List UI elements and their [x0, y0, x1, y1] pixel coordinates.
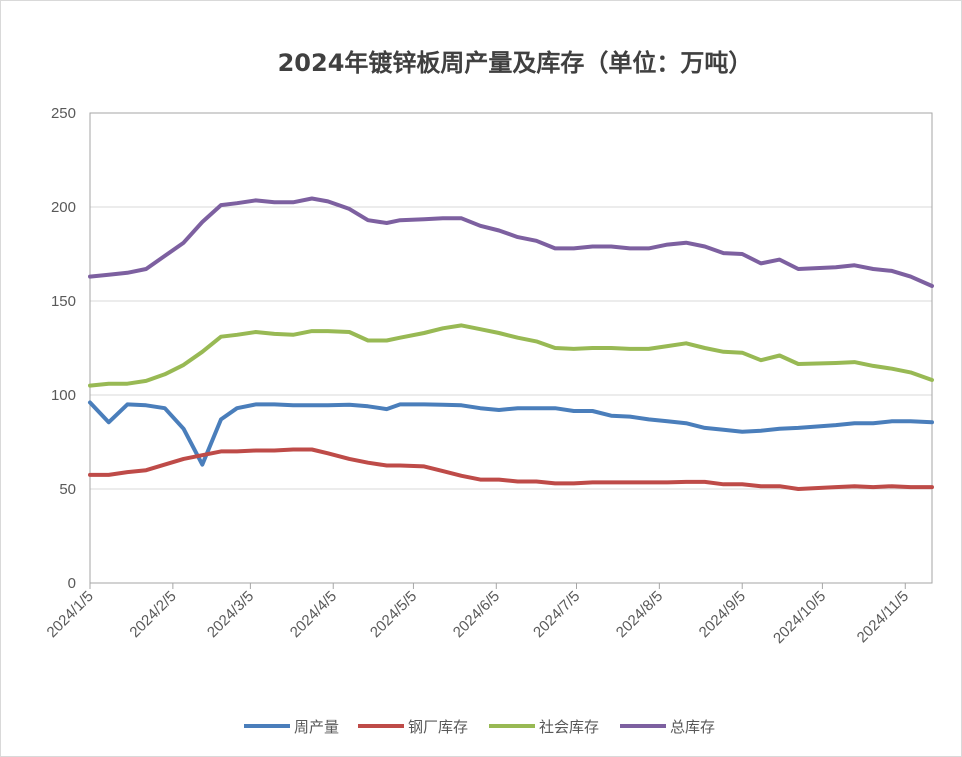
- y-tick-label: 100: [51, 387, 76, 404]
- legend-label-社会库存: 社会库存: [539, 718, 599, 736]
- y-tick-label: 200: [51, 199, 76, 216]
- y-tick-label: 50: [59, 481, 76, 498]
- x-tick-label: 2024/9/5: [696, 588, 749, 641]
- series-line-钢厂库存: [88, 447, 934, 491]
- x-tick-label: 2024/7/5: [530, 588, 583, 641]
- x-tick-label: 2024/3/5: [204, 588, 257, 641]
- y-tick-label: 0: [68, 575, 76, 592]
- x-tick-label: 2024/11/5: [854, 588, 912, 646]
- series-line-总库存: [88, 196, 934, 288]
- legend-label-钢厂库存: 钢厂库存: [408, 718, 468, 736]
- x-tick-label: 2024/8/5: [613, 588, 666, 641]
- x-tick-label: 2024/10/5: [770, 588, 829, 647]
- x-tick-label: 2024/6/5: [450, 588, 503, 641]
- legend-label-总库存: 总库存: [670, 718, 715, 736]
- axes: [89, 112, 933, 589]
- legend-label-周产量: 周产量: [294, 718, 339, 736]
- x-tick-label: 2024/5/5: [367, 588, 420, 641]
- series-line-社会库存: [88, 323, 934, 388]
- legend: 周产量 钢厂库存 社会库存 总库存: [244, 718, 715, 736]
- x-tick-label: 2024/4/5: [287, 588, 340, 641]
- x-tick-label: 2024/2/5: [126, 588, 179, 641]
- y-axis-tick-labels: 0 50 100 150 200 250: [51, 105, 76, 592]
- x-axis-tick-labels: 2024/1/5 2024/2/5 2024/3/5 2024/4/5 2024/5/5…: [44, 588, 913, 647]
- plot-area-border: [89, 112, 933, 584]
- y-tick-label: 150: [51, 293, 76, 310]
- series-lines: [88, 196, 934, 491]
- y-tick-label: 250: [51, 105, 76, 122]
- series-line-周产量: [88, 400, 934, 467]
- chart-title: 2024年镀锌板周产量及库存（单位：万吨）: [277, 49, 753, 77]
- x-tick-label: 2024/1/5: [44, 588, 97, 641]
